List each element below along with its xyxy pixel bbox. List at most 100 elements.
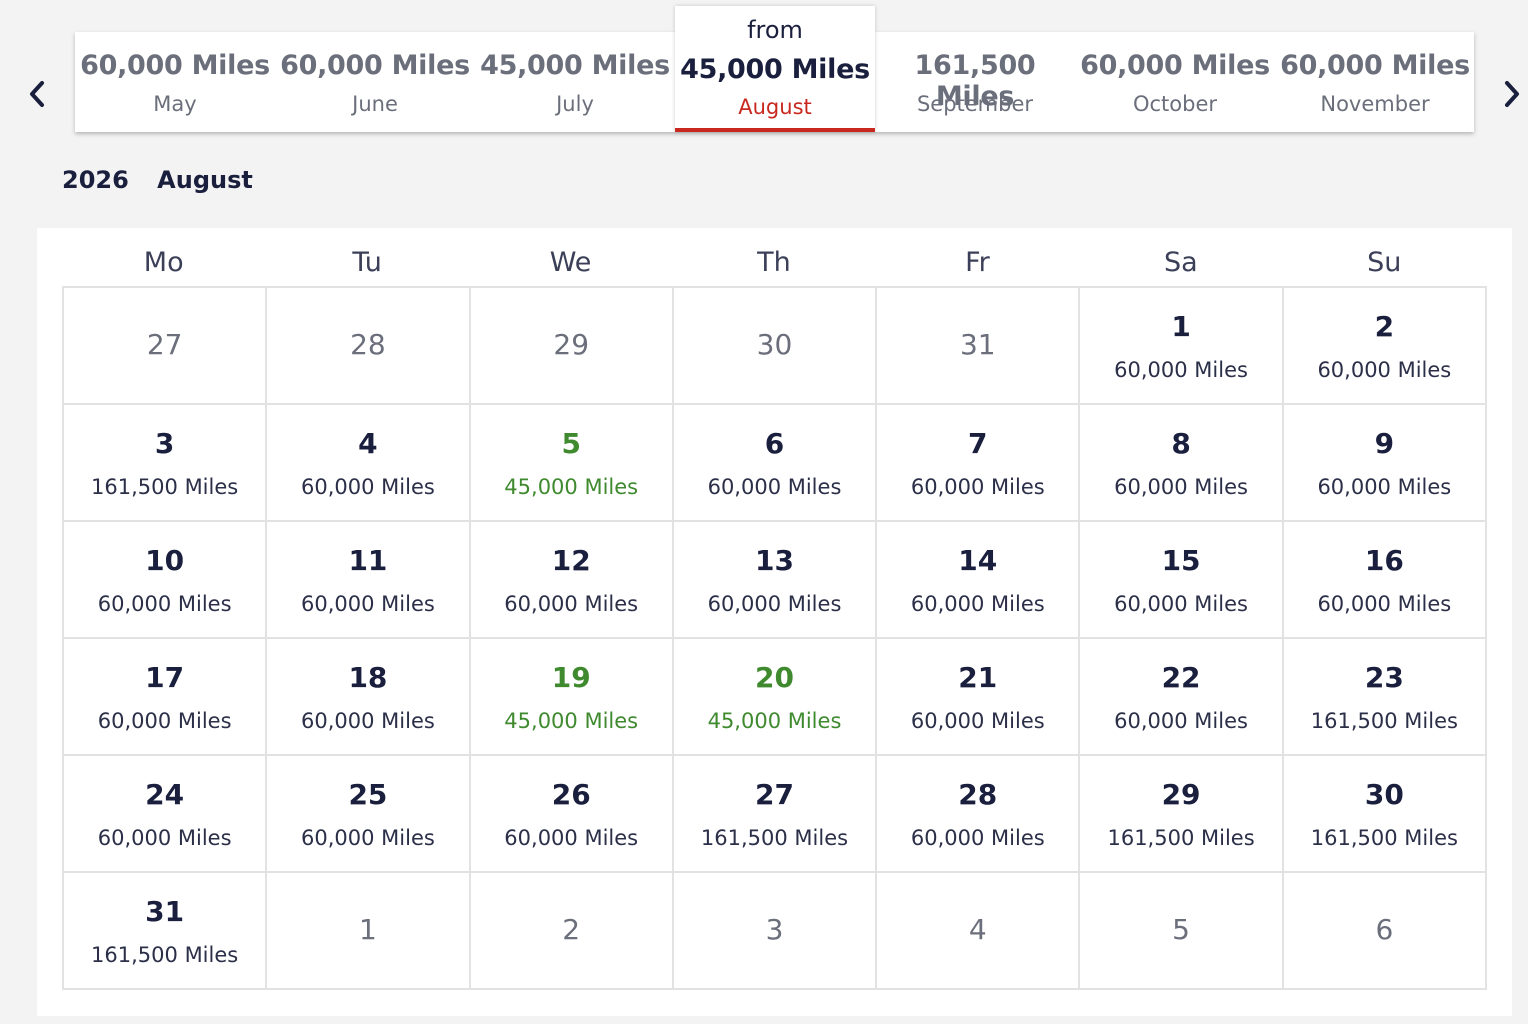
month-miles: 161,500 Miles	[914, 50, 1036, 112]
day-price: 161,500 Miles	[91, 943, 239, 967]
calendar-day[interactable]: 15 60,000 Miles	[1080, 522, 1284, 639]
calendar-day[interactable]: 1 60,000 Miles	[1080, 288, 1284, 405]
day-price: 60,000 Miles	[707, 592, 842, 616]
day-price: 60,000 Miles	[1114, 592, 1248, 616]
calendar-day[interactable]: 23 161,500 Miles	[1283, 639, 1487, 756]
day-price: 60,000 Miles	[301, 592, 435, 616]
next-month-button[interactable]	[1497, 74, 1527, 114]
month-tab-june[interactable]: 60,000 Miles June	[275, 32, 475, 132]
day-number: 13	[755, 544, 794, 577]
calendar-day[interactable]: 7 60,000 Miles	[877, 405, 1081, 522]
day-number: 14	[958, 544, 998, 577]
day-number: 16	[1364, 544, 1404, 577]
calendar-day[interactable]: 16 60,000 Miles	[1283, 522, 1487, 639]
month-tab-august[interactable]: from 45,000 Miles August	[675, 6, 875, 132]
month-name: October	[1132, 92, 1218, 116]
month-tab-november[interactable]: 60,000 Miles November	[1275, 32, 1475, 132]
day-price: 60,000 Miles	[1114, 475, 1248, 499]
calendar-day[interactable]: 28 60,000 Miles	[877, 756, 1081, 873]
calendar-day[interactable]: 3 161,500 Miles	[64, 405, 268, 522]
calendar-day[interactable]: 14 60,000 Miles	[877, 522, 1081, 639]
calendar-day-outside-month: 28	[267, 288, 471, 405]
day-price: 60,000 Miles	[301, 475, 435, 499]
day-number: 28	[350, 328, 386, 361]
calendar-day[interactable]: 30 161,500 Miles	[1283, 756, 1487, 873]
calendar-day[interactable]: 8 60,000 Miles	[1080, 405, 1284, 522]
day-number: 30	[756, 328, 793, 361]
day-number: 23	[1364, 661, 1404, 694]
day-price: 60,000 Miles	[910, 826, 1045, 850]
weekday-label: Mo	[143, 247, 184, 278]
month-name: November	[1320, 92, 1430, 116]
calendar-day[interactable]: 13 60,000 Miles	[673, 522, 878, 639]
day-number: 5	[1172, 913, 1190, 946]
calendar-day-outside-month: 30	[673, 288, 878, 405]
calendar-day[interactable]: 9 60,000 Miles	[1283, 405, 1487, 522]
calendar-day[interactable]: 22 60,000 Miles	[1080, 639, 1284, 756]
calendar-day[interactable]: 19 45,000 Miles	[470, 639, 674, 756]
calendar-day-outside-month: 31	[877, 288, 1081, 405]
day-price: 60,000 Miles	[1114, 709, 1248, 733]
day-number: 8	[1171, 427, 1191, 460]
day-number: 17	[145, 661, 185, 694]
day-number: 12	[551, 544, 591, 577]
calendar-panel	[37, 228, 1512, 1016]
calendar-day[interactable]: 26 60,000 Miles	[470, 756, 674, 873]
day-price: 60,000 Miles	[1317, 358, 1452, 382]
chevron-right-icon	[1505, 81, 1519, 107]
weekday-label: Su	[1367, 247, 1402, 278]
day-number: 3	[765, 913, 784, 946]
calendar-day[interactable]: 6 60,000 Miles	[673, 405, 878, 522]
day-number: 25	[348, 778, 388, 811]
weekday-label: Th	[757, 247, 791, 278]
heading-year: 2026	[62, 166, 129, 194]
day-price: 60,000 Miles	[301, 826, 435, 850]
month-miles: 60,000 Miles	[280, 50, 470, 81]
day-number: 27	[755, 778, 794, 811]
day-price: 60,000 Miles	[707, 475, 842, 499]
calendar-day[interactable]: 24 60,000 Miles	[64, 756, 268, 873]
day-number: 4	[968, 913, 987, 946]
calendar-day[interactable]: 25 60,000 Miles	[267, 756, 471, 873]
month-tab-may[interactable]: 60,000 Miles May	[75, 32, 275, 132]
calendar-day[interactable]: 18 60,000 Miles	[267, 639, 471, 756]
weekday-label: Sa	[1163, 247, 1198, 278]
month-tab-july[interactable]: 45,000 Miles July	[475, 32, 675, 132]
calendar-day[interactable]: 11 60,000 Miles	[267, 522, 471, 639]
calendar-day[interactable]: 4 60,000 Miles	[267, 405, 471, 522]
day-number: 7	[968, 427, 988, 460]
day-number: 29	[1161, 778, 1201, 811]
calendar-grid: 27 28 29 30 31 1 60,000 Miles 2 60,000 Miles 3 161…	[62, 286, 1487, 990]
day-number: 11	[348, 544, 388, 577]
calendar-day[interactable]: 10 60,000 Miles	[64, 522, 268, 639]
month-tab-september[interactable]: 161,500 Miles September	[875, 32, 1075, 132]
day-price: 60,000 Miles	[1114, 358, 1248, 382]
day-number: 28	[958, 778, 998, 811]
calendar-day[interactable]: 21 60,000 Miles	[877, 639, 1081, 756]
calendar-day[interactable]: 20 45,000 Miles	[673, 639, 878, 756]
calendar-day[interactable]: 29 161,500 Miles	[1080, 756, 1284, 873]
day-number: 27	[146, 328, 183, 361]
day-number: 15	[1161, 544, 1201, 577]
day-price: 45,000 Miles	[504, 709, 639, 733]
day-price: 161,500 Miles	[700, 826, 849, 850]
month-tab-october[interactable]: 60,000 Miles October	[1075, 32, 1275, 132]
weekday-header: Mo Tu We Th Fr Sa Su	[62, 240, 1486, 286]
prev-month-button[interactable]	[22, 74, 52, 114]
calendar-day[interactable]: 17 60,000 Miles	[64, 639, 268, 756]
calendar-day[interactable]: 2 60,000 Miles	[1283, 288, 1487, 405]
day-price: 60,000 Miles	[97, 592, 232, 616]
day-number: 2	[1374, 310, 1395, 343]
month-miles: 60,000 Miles	[80, 50, 270, 81]
day-price: 161,500 Miles	[91, 475, 239, 499]
day-price: 161,500 Miles	[1310, 709, 1458, 733]
day-number: 29	[553, 328, 590, 361]
calendar-day-outside-month: 1	[267, 873, 471, 990]
calendar-heading: 2026 August	[62, 166, 273, 194]
calendar-day[interactable]: 31 161,500 Miles	[64, 873, 268, 990]
month-miles: 60,000 Miles	[1280, 50, 1470, 81]
calendar-day[interactable]: 5 45,000 Miles	[470, 405, 674, 522]
calendar-day[interactable]: 12 60,000 Miles	[470, 522, 674, 639]
month-miles: 45,000 Miles	[680, 54, 870, 85]
calendar-day[interactable]: 27 161,500 Miles	[673, 756, 878, 873]
